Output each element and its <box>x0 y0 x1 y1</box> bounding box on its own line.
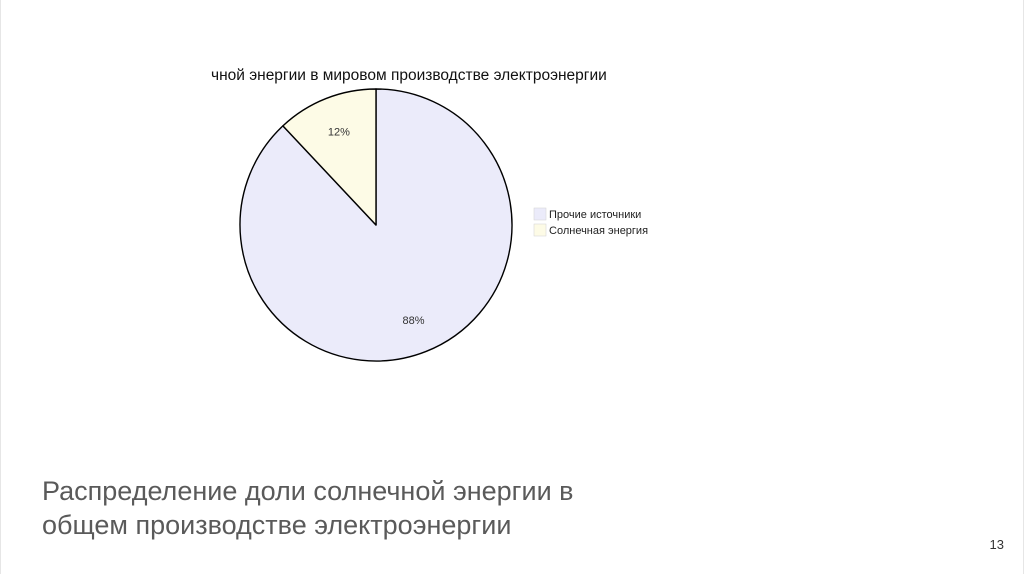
pie-slice-solar-energy <box>282 88 377 226</box>
slide-border-left <box>0 0 1 574</box>
slide-caption: Распределение доли солнечной энергии в о… <box>42 474 682 542</box>
legend-label-other-sources: Прочие источники <box>549 209 641 221</box>
slide-caption-line-1: Распределение доли солнечной энергии в <box>42 476 574 506</box>
chart-legend: Прочие источники Солнечная энергия <box>533 207 648 237</box>
legend-swatch-other-sources <box>533 207 547 221</box>
page-number: 13 <box>989 537 1004 552</box>
legend-swatch-solar-energy <box>533 223 547 237</box>
slide-caption-line-2: общем производстве электроэнергии <box>42 510 512 540</box>
pie-label-solar-energy: 12% <box>328 126 350 138</box>
pie-data-labels: 88% 12% <box>328 126 425 326</box>
chart-title: чной энергии в мировом производстве элек… <box>211 67 607 84</box>
pie-slices <box>239 88 513 362</box>
pie-chart: чной энергии в мировом производстве элек… <box>211 67 648 362</box>
legend-label-solar-energy: Солнечная энергия <box>549 225 648 237</box>
pie-label-other-sources: 88% <box>403 315 425 327</box>
